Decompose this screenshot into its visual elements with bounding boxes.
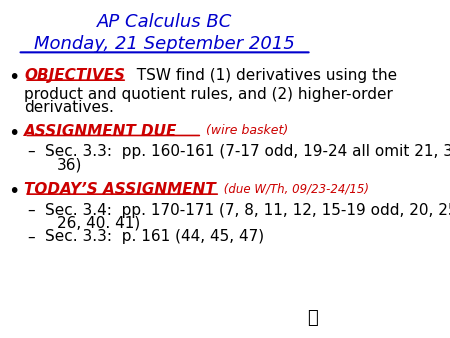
Text: Sec. 3.3:  p. 161 (44, 45, 47): Sec. 3.3: p. 161 (44, 45, 47) — [45, 230, 265, 244]
Text: Sec. 3.4:  pp. 170-171 (7, 8, 11, 12, 15-19 odd, 20, 25,: Sec. 3.4: pp. 170-171 (7, 8, 11, 12, 15-… — [45, 202, 450, 218]
Text: 26, 40. 41): 26, 40. 41) — [57, 216, 140, 231]
Text: •: • — [8, 124, 19, 143]
Text: 36): 36) — [57, 157, 82, 172]
Text: •: • — [8, 68, 19, 88]
Text: OBJECTIVES: OBJECTIVES — [24, 68, 125, 83]
Text: derivatives.: derivatives. — [24, 100, 114, 115]
Text: TSW find (1) derivatives using the: TSW find (1) derivatives using the — [127, 68, 397, 83]
Text: ASSIGNMENT DUE: ASSIGNMENT DUE — [24, 124, 178, 139]
Text: Sec. 3.3:  pp. 160-161 (7-17 odd, 19-24 all omit 21, 35,: Sec. 3.3: pp. 160-161 (7-17 odd, 19-24 a… — [45, 144, 450, 159]
Text: 🐷: 🐷 — [307, 309, 318, 327]
Text: –: – — [27, 202, 35, 218]
Text: (wire basket): (wire basket) — [202, 124, 288, 137]
Text: product and quotient rules, and (2) higher-order: product and quotient rules, and (2) high… — [24, 87, 393, 102]
Text: TODAY’S ASSIGNMENT: TODAY’S ASSIGNMENT — [24, 183, 216, 197]
Text: AP Calculus BC: AP Calculus BC — [97, 13, 232, 31]
Text: Monday, 21 September 2015: Monday, 21 September 2015 — [34, 35, 295, 53]
Text: •: • — [8, 183, 19, 201]
Text: –: – — [27, 230, 35, 244]
Text: (due W/Th, 09/23-24/15): (due W/Th, 09/23-24/15) — [220, 183, 369, 195]
Text: –: – — [27, 144, 35, 159]
